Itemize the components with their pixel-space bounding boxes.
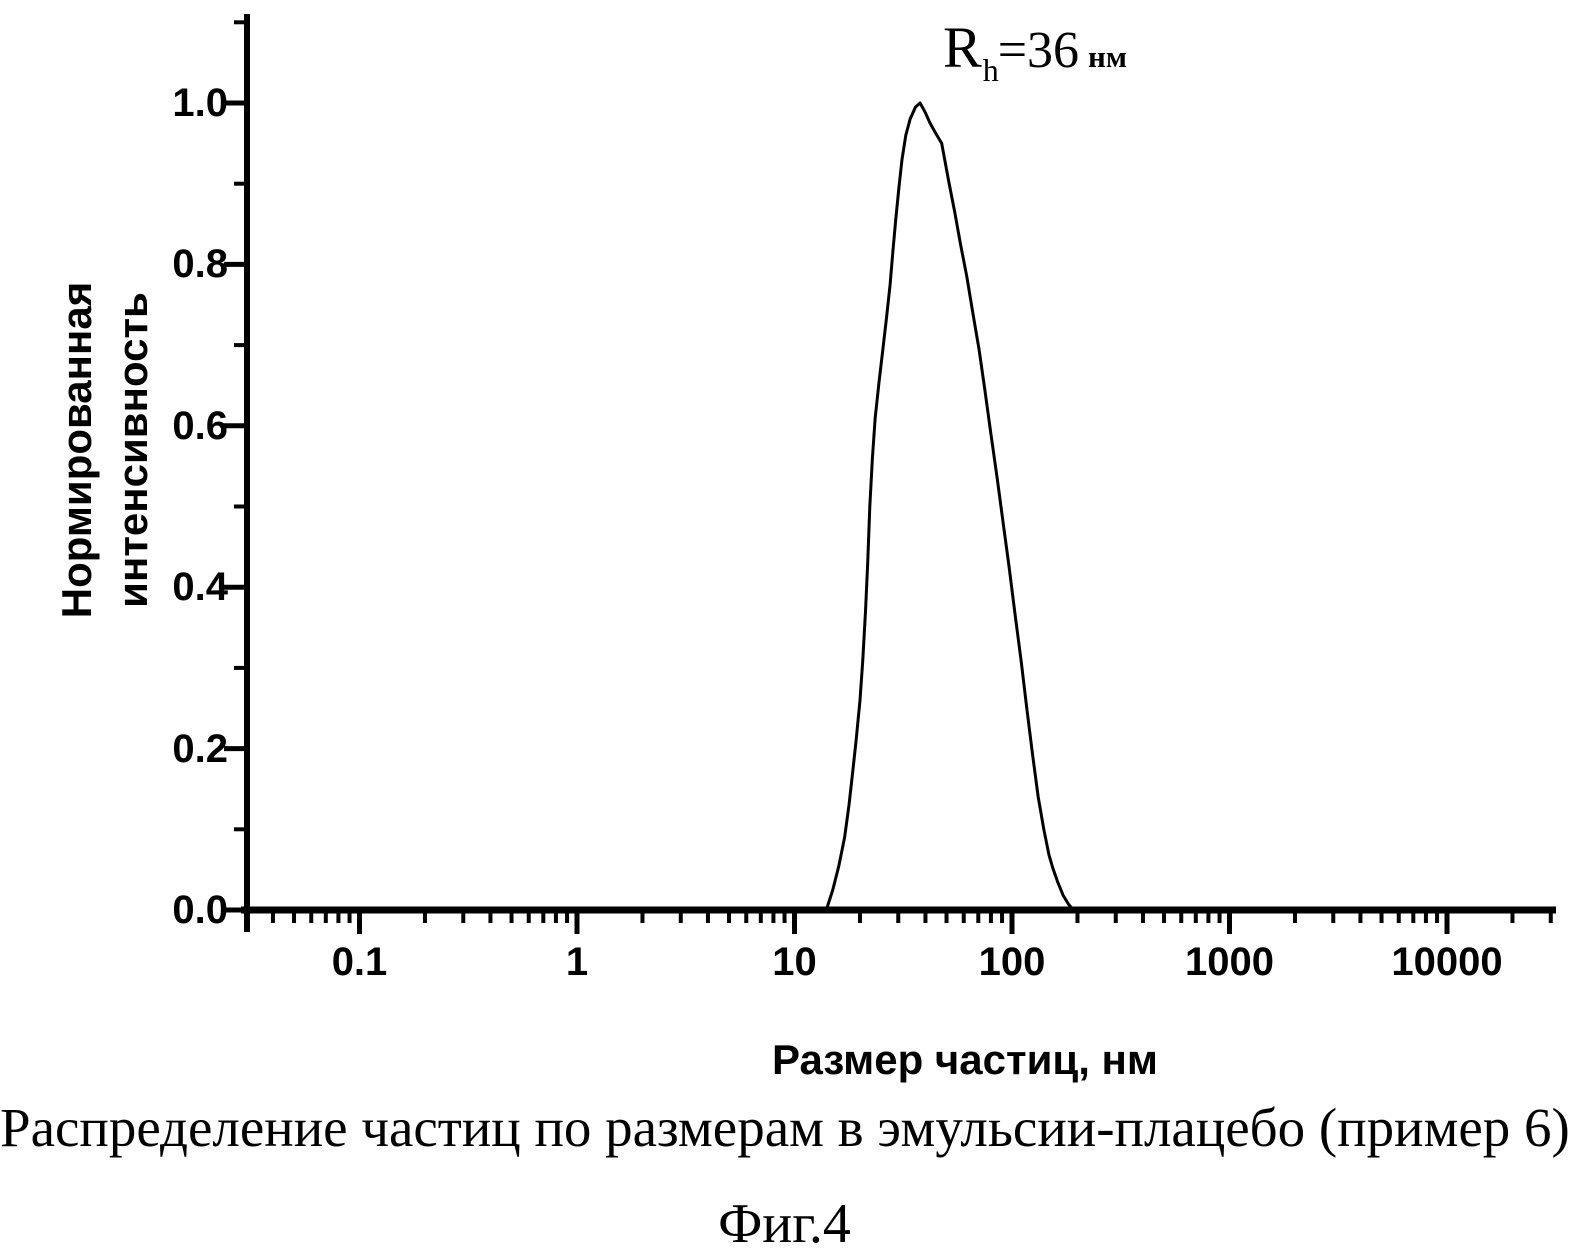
- x-axis-title: Размер частиц, нм: [772, 1036, 1158, 1083]
- tick-marks: [224, 20, 1553, 934]
- x-tick-label: 10000: [1391, 940, 1503, 984]
- annotation-value: =36: [997, 22, 1080, 79]
- x-tick-label: 100: [978, 940, 1046, 984]
- y-tick-label: 0.2: [172, 726, 228, 771]
- x-tick-label: 10: [772, 940, 817, 984]
- plot-canvas: [224, 14, 1556, 934]
- y-tick-label: 0.4: [172, 565, 228, 610]
- axis-lines: [241, 14, 1556, 914]
- y-tick-label: 0.8: [172, 242, 228, 287]
- x-tick-label: 1000: [1185, 940, 1274, 984]
- figure-caption: Распределение частиц по размерам в эмуль…: [0, 1097, 1569, 1158]
- y-axis-title-line1: Нормированная: [53, 281, 100, 619]
- distribution-curve: [824, 101, 1075, 911]
- annotation-unit: нм: [1088, 39, 1127, 74]
- y-tick-label: 1.0: [172, 81, 228, 125]
- y-tick-label: 0.6: [172, 403, 228, 448]
- annotation-symbol: R: [943, 15, 982, 80]
- peak-annotation: Rh=36 нм: [943, 14, 1127, 88]
- y-tick-label: 0.0: [172, 888, 228, 932]
- annotation-subscript: h: [982, 52, 999, 88]
- x-tick-label: 0.1: [331, 940, 388, 984]
- figure-number: Фиг.4: [718, 1193, 851, 1255]
- intensity-curve: [824, 101, 1075, 911]
- x-tick-label: 1: [565, 940, 589, 984]
